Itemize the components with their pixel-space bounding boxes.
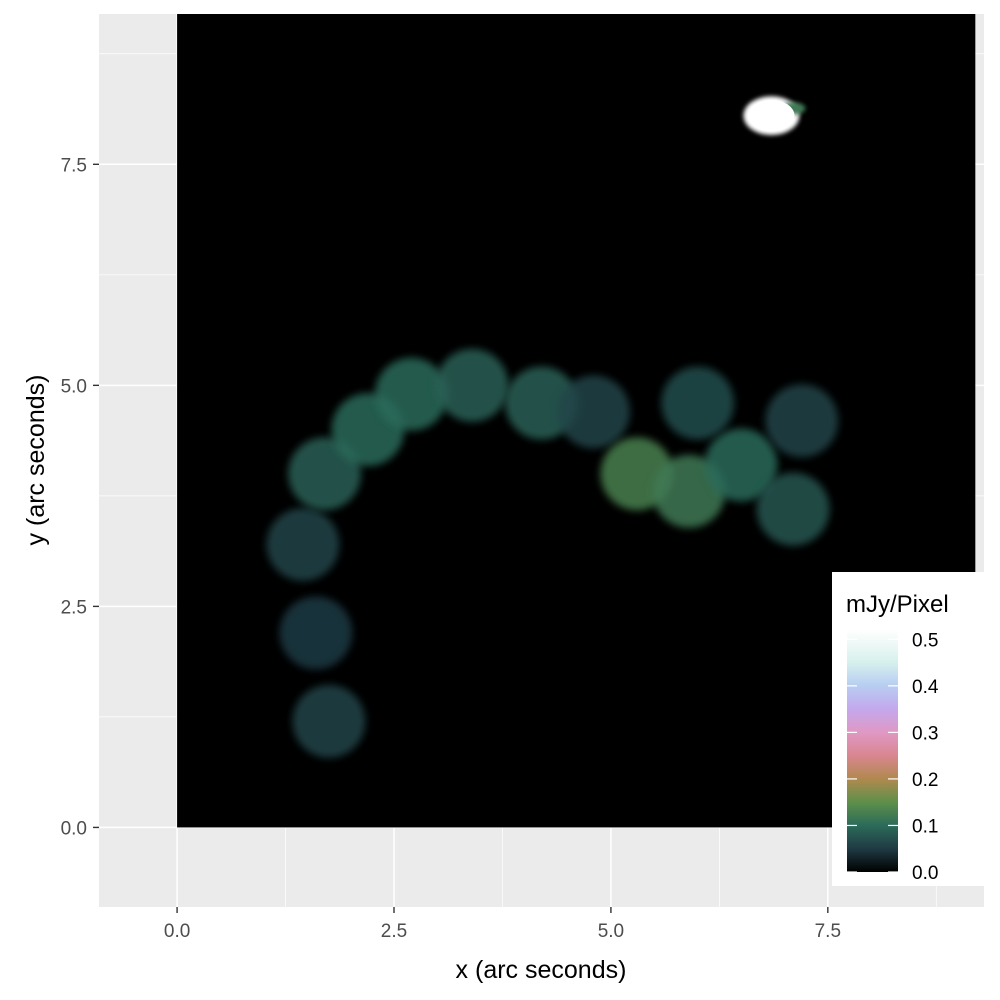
emission-features	[266, 96, 839, 758]
y-axis-ticks: 0.0 2.5 5.0 7.5	[61, 155, 99, 839]
y-axis-title: y (arc seconds)	[22, 375, 50, 546]
colorbar-tick-label: 0.0	[912, 863, 938, 884]
feature-arc	[279, 596, 353, 670]
legend-title: mJy/Pixel	[846, 591, 949, 618]
y-tick-label: 5.0	[61, 376, 87, 397]
legend: mJy/Pixel 0.0 0.1 0.2 0.3 0.4 0.5	[832, 572, 989, 886]
feature-blob	[266, 508, 340, 581]
feature-arc	[435, 348, 509, 422]
x-tick-label: 5.0	[598, 921, 624, 942]
feature-knot	[765, 384, 839, 458]
colorbar-tick-label: 0.4	[912, 677, 939, 698]
feature-blob	[704, 428, 778, 502]
x-tick-label: 0.0	[164, 921, 190, 942]
x-tick-label: 2.5	[381, 921, 407, 942]
colorbar-ticks: 0.0 0.1 0.2 0.3 0.4 0.5	[847, 630, 939, 884]
feature-knot	[756, 472, 830, 546]
feature-blob	[557, 375, 630, 449]
x-axis-title: x (arc seconds)	[456, 956, 627, 984]
colorbar-tick-label: 0.3	[912, 723, 938, 744]
x-axis-ticks: 0.0 2.5 5.0 7.5	[164, 907, 841, 942]
feature-blob	[279, 596, 353, 670]
y-tick-label: 7.5	[61, 155, 87, 176]
feature-arc	[557, 375, 630, 449]
y-tick-label: 0.0	[61, 818, 87, 839]
feature-core	[748, 99, 795, 132]
feature-bright-source	[743, 96, 806, 136]
feature-knot	[704, 428, 778, 502]
feature-arc	[266, 508, 340, 581]
y-tick-label: 2.5	[61, 597, 87, 618]
feature-blob	[374, 357, 448, 431]
feature-blob	[661, 366, 735, 440]
colorbar	[847, 630, 898, 872]
feature-arc	[374, 357, 448, 431]
feature-blob	[765, 384, 839, 458]
colorbar-tick-label: 0.1	[912, 816, 938, 837]
feature-knot	[661, 366, 735, 440]
feature-blob	[292, 684, 366, 758]
x-tick-label: 7.5	[815, 921, 841, 942]
colorbar-tick-label: 0.2	[912, 770, 938, 791]
colorbar-tick-label: 0.5	[912, 630, 938, 651]
feature-blob	[435, 348, 509, 422]
feature-arc	[292, 684, 366, 758]
feature-blob	[756, 472, 830, 546]
